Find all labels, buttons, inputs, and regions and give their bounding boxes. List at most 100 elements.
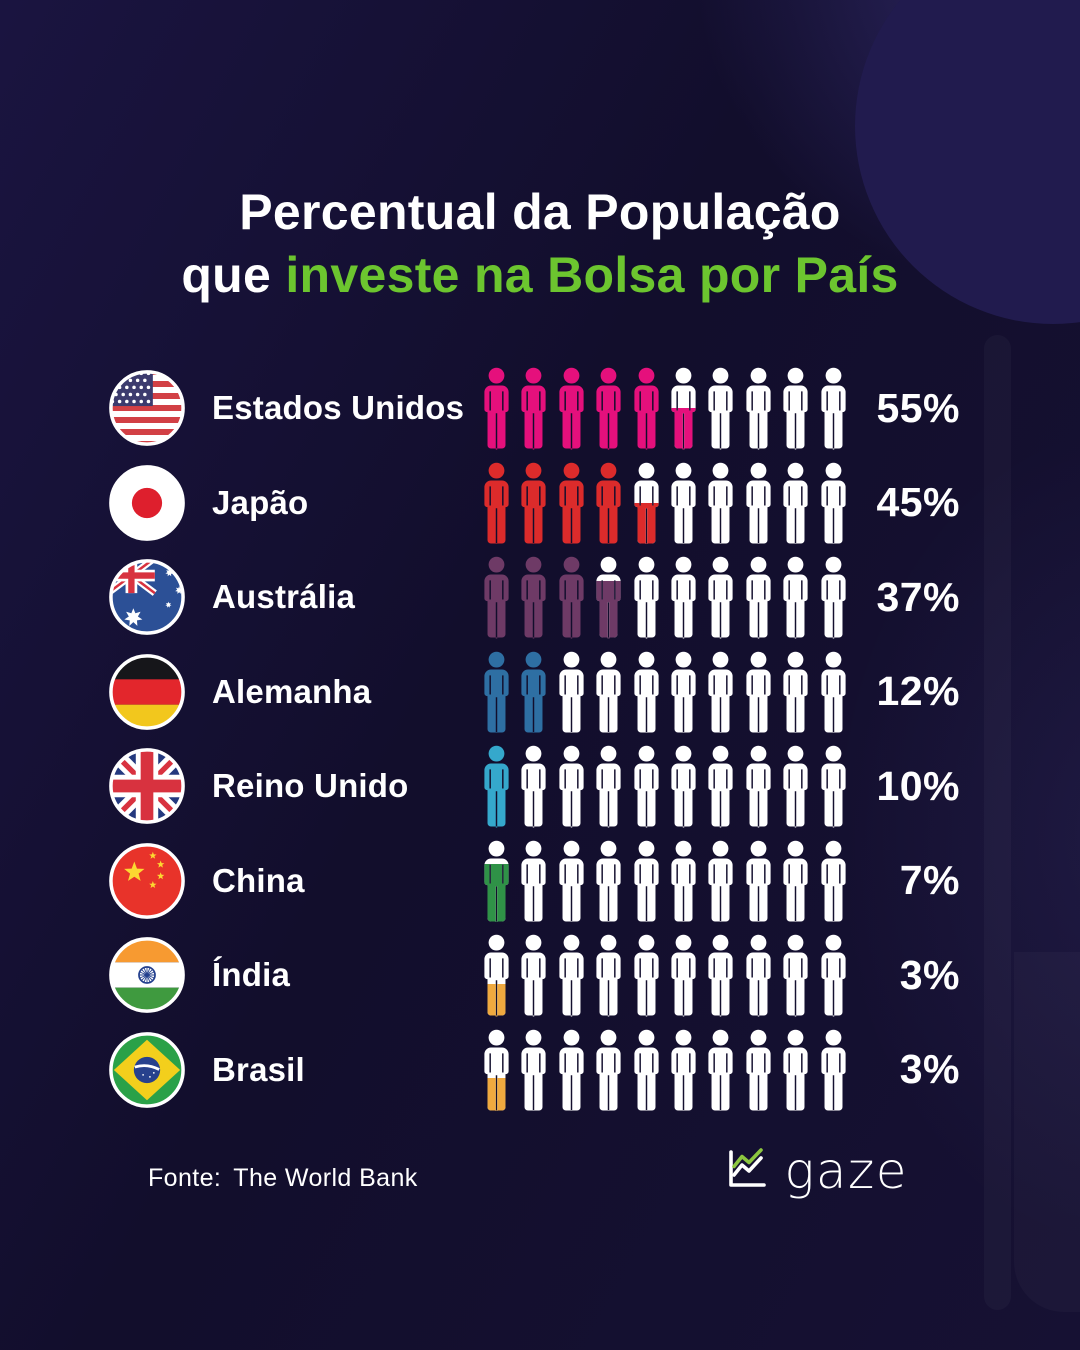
person-icon [779, 934, 812, 1017]
person-icon [704, 745, 737, 828]
person-icon [630, 1029, 663, 1111]
person-icon [817, 745, 850, 828]
person-icon [555, 745, 588, 828]
person-icon [779, 651, 812, 733]
person-icon [592, 367, 625, 450]
person-icon [517, 462, 550, 544]
person-icon [779, 1029, 812, 1111]
person-icon [517, 934, 550, 1017]
country-label: Austrália [212, 578, 356, 616]
person-icon [667, 367, 700, 450]
person-icon [630, 556, 663, 639]
person-icon [517, 840, 550, 922]
pictogram-icons [480, 651, 850, 733]
flag-icon-in [108, 936, 186, 1014]
person-icon [592, 556, 625, 639]
person-icon [555, 462, 588, 544]
person-icon [480, 745, 513, 828]
person-icon [667, 651, 700, 733]
flag-icon-au [108, 558, 186, 636]
person-icon-partial-fill [480, 983, 513, 1017]
person-icon [555, 651, 588, 733]
person-icon [517, 745, 550, 828]
title-line-1: Percentual da População [239, 184, 841, 240]
country-row: Reino Unido 10% [108, 739, 960, 834]
person-icon-partial-fill [592, 580, 625, 639]
country-row: Índia 3% [108, 928, 960, 1023]
person-icon [480, 367, 513, 450]
title-highlight: investe na Bolsa por País [285, 247, 899, 303]
country-label: Japão [212, 483, 309, 521]
person-icon [630, 745, 663, 828]
person-icon [667, 556, 700, 639]
person-icon [555, 840, 588, 922]
person-icon [517, 556, 550, 639]
country-row: Alemanha 12% [108, 645, 960, 740]
percent-label: 3% [899, 951, 960, 998]
person-icon [630, 934, 663, 1017]
person-icon [704, 1029, 737, 1111]
person-icon-partial-fill [480, 1078, 513, 1111]
pictogram-icons [480, 556, 850, 639]
percent-label: 3% [899, 1046, 960, 1093]
person-icon [517, 651, 550, 733]
brand-wordmark: gaze [784, 1141, 908, 1200]
person-icon [704, 367, 737, 450]
person-icon [667, 840, 700, 922]
person-icon [555, 1029, 588, 1111]
pictogram-icons [480, 1029, 850, 1111]
person-icon [779, 367, 812, 450]
country-row: Brasil 3% [108, 1023, 960, 1118]
country-label: Índia [212, 956, 291, 994]
person-icon [817, 840, 850, 922]
person-icon [704, 651, 737, 733]
person-icon [779, 556, 812, 639]
flag-icon-us [108, 369, 186, 447]
person-icon [779, 462, 812, 544]
background-stem-shape-2 [1014, 952, 1080, 1312]
percent-label: 45% [876, 479, 960, 526]
person-icon [742, 367, 775, 450]
person-icon [817, 367, 850, 450]
pictogram-icons [480, 934, 850, 1017]
title-line-2: que investe na Bolsa por País [0, 244, 1080, 307]
person-icon [817, 934, 850, 1017]
percent-label: 12% [876, 668, 960, 715]
source-value: The World Bank [233, 1164, 418, 1192]
pictogram-icons [480, 840, 850, 922]
person-icon [592, 462, 625, 544]
person-icon [480, 934, 513, 1017]
country-label: Estados Unidos [212, 389, 465, 427]
percent-label: 55% [876, 384, 960, 431]
person-icon [817, 1029, 850, 1111]
source-note: Fonte: The World Bank [148, 1164, 418, 1193]
person-icon [480, 1029, 513, 1111]
country-label: Brasil [212, 1050, 305, 1088]
person-icon [742, 651, 775, 733]
person-icon [592, 745, 625, 828]
person-icon [667, 1029, 700, 1111]
person-icon [480, 840, 513, 922]
person-icon [779, 745, 812, 828]
person-icon [592, 651, 625, 733]
person-icon [630, 462, 663, 544]
person-icon [630, 367, 663, 450]
person-icon [592, 840, 625, 922]
person-icon [779, 840, 812, 922]
percent-label: 7% [899, 857, 960, 904]
brand-logo: gaze [723, 1144, 908, 1197]
person-icon [742, 934, 775, 1017]
person-icon [517, 1029, 550, 1111]
person-icon [817, 556, 850, 639]
person-icon [480, 462, 513, 544]
pictogram-icons [480, 462, 850, 544]
person-icon [742, 840, 775, 922]
person-icon [704, 934, 737, 1017]
person-icon [592, 1029, 625, 1111]
person-icon [704, 840, 737, 922]
person-icon [667, 745, 700, 828]
chart-logo-icon [723, 1144, 771, 1197]
person-icon [480, 556, 513, 639]
person-icon [517, 367, 550, 450]
